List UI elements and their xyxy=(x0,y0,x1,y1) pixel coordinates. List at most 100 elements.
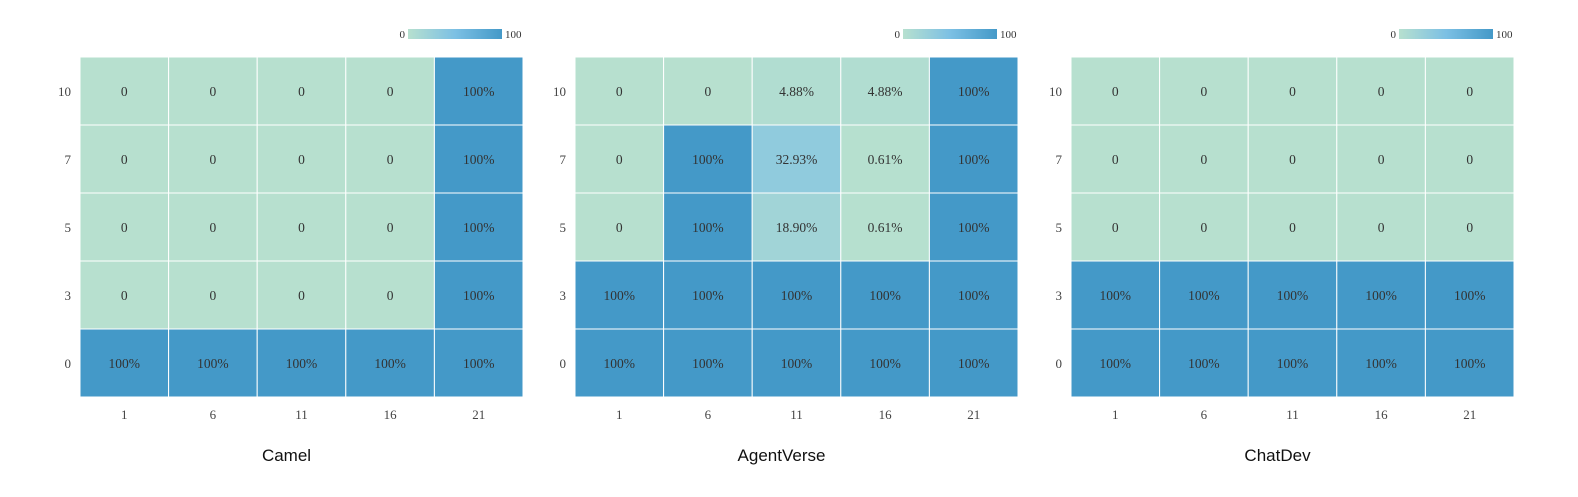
x-tick-label: 6 xyxy=(210,407,217,422)
y-tick-label: 10 xyxy=(58,84,71,99)
cell-value-label: 100% xyxy=(692,288,724,303)
cell-value-label: 0 xyxy=(1112,220,1119,235)
cell-value-label: 100% xyxy=(781,288,813,303)
cell-value-label: 0 xyxy=(1201,220,1208,235)
cell-value-label: 0 xyxy=(387,288,394,303)
cell-value-label: 100% xyxy=(463,84,495,99)
heatmap-cell xyxy=(79,56,170,126)
cell-value-label: 100% xyxy=(109,356,141,371)
y-tick-label: 0 xyxy=(1056,356,1063,371)
heatmap-cell xyxy=(1247,56,1338,126)
cell-value-label: 0 xyxy=(1112,84,1119,99)
heatmap-cell xyxy=(1070,56,1161,126)
heatmap-cell xyxy=(345,56,435,126)
colorbar-max-label: 100 xyxy=(1496,29,1513,41)
cell-value-label: 0 xyxy=(1201,84,1208,99)
y-tick-label: 7 xyxy=(1056,152,1063,167)
heatmap-cell xyxy=(751,56,842,126)
cell-value-label: 100% xyxy=(958,356,990,371)
cell-value-label: 4.88% xyxy=(779,84,814,99)
heatmap-cell xyxy=(1070,328,1161,398)
cell-value-label: 0 xyxy=(298,84,305,99)
heatmap-cell xyxy=(345,192,435,262)
heatmap-cell xyxy=(1070,260,1161,330)
cell-value-label: 0 xyxy=(387,152,394,167)
x-tick-label: 21 xyxy=(472,407,485,422)
heatmap-cell xyxy=(1336,124,1426,194)
cell-value-label: 100% xyxy=(1188,288,1220,303)
x-tick-label: 1 xyxy=(1112,407,1119,422)
cell-value-label: 0 xyxy=(298,288,305,303)
cell-value-label: 100% xyxy=(1365,288,1397,303)
y-tick-label: 3 xyxy=(65,288,72,303)
y-tick-label: 3 xyxy=(1056,288,1063,303)
x-tick-label: 21 xyxy=(967,407,980,422)
heatmap-cell xyxy=(1424,56,1515,126)
y-tick-label: 10 xyxy=(553,84,566,99)
heatmap-cell xyxy=(1159,260,1249,330)
heatmap-cell xyxy=(1424,260,1515,330)
heatmap-cell xyxy=(574,192,665,262)
x-tick-label: 11 xyxy=(790,407,803,422)
cell-value-label: 100% xyxy=(692,152,724,167)
cell-value-label: 0 xyxy=(1289,220,1296,235)
heatmap-cell xyxy=(168,260,258,330)
heatmap-cell xyxy=(928,192,1019,262)
panel-title: Camel xyxy=(262,446,311,465)
heatmap-cell xyxy=(345,260,435,330)
heatmap-cell xyxy=(1336,328,1426,398)
heatmap-cell xyxy=(663,260,753,330)
cell-value-label: 100% xyxy=(1100,288,1132,303)
cell-value-label: 100% xyxy=(463,288,495,303)
cell-value-label: 0 xyxy=(298,152,305,167)
x-tick-label: 11 xyxy=(295,407,308,422)
y-tick-label: 5 xyxy=(560,220,567,235)
colorbar-max-label: 100 xyxy=(1000,29,1017,41)
x-tick-label: 6 xyxy=(705,407,712,422)
heatmap-cell xyxy=(1336,192,1426,262)
x-tick-label: 16 xyxy=(384,407,398,422)
cell-value-label: 100% xyxy=(958,220,990,235)
heatmap-cell xyxy=(256,124,347,194)
heatmap-cell xyxy=(663,328,753,398)
cell-value-label: 100% xyxy=(1100,356,1132,371)
colorbar-min-label: 0 xyxy=(895,29,901,41)
heatmap-cell xyxy=(840,56,930,126)
colorbar-min-label: 0 xyxy=(1391,29,1397,41)
heatmap-cell xyxy=(663,192,753,262)
heatmap-cell xyxy=(1247,328,1338,398)
x-tick-label: 6 xyxy=(1201,407,1208,422)
heatmap-cell xyxy=(1336,260,1426,330)
y-tick-label: 5 xyxy=(1056,220,1063,235)
heatmap-cell xyxy=(256,192,347,262)
cell-value-label: 0 xyxy=(616,152,623,167)
cell-value-label: 100% xyxy=(869,288,901,303)
cell-value-label: 100% xyxy=(1365,356,1397,371)
cell-value-label: 0 xyxy=(616,84,623,99)
y-tick-label: 7 xyxy=(560,152,567,167)
cell-value-label: 0 xyxy=(1378,152,1385,167)
heatmap-cell xyxy=(433,328,524,398)
cell-value-label: 0 xyxy=(1289,84,1296,99)
cell-value-label: 100% xyxy=(692,356,724,371)
cell-value-label: 4.88% xyxy=(868,84,903,99)
cell-value-label: 0 xyxy=(705,84,712,99)
cell-value-label: 0 xyxy=(387,220,394,235)
cell-value-label: 100% xyxy=(958,288,990,303)
cell-value-label: 100% xyxy=(197,356,229,371)
heatmap-cell xyxy=(433,260,524,330)
cell-value-label: 100% xyxy=(958,84,990,99)
heatmap-cell xyxy=(574,124,665,194)
heatmap-cell xyxy=(928,260,1019,330)
cell-value-label: 0 xyxy=(210,220,217,235)
cell-value-label: 100% xyxy=(958,152,990,167)
y-tick-label: 0 xyxy=(65,356,72,371)
cell-value-label: 100% xyxy=(463,220,495,235)
heatmap-cell xyxy=(1424,328,1515,398)
cell-value-label: 0 xyxy=(121,84,128,99)
heatmap-cell xyxy=(663,56,753,126)
cell-value-label: 100% xyxy=(1277,288,1309,303)
heatmap-cell xyxy=(1424,192,1515,262)
heatmap-cell xyxy=(79,260,170,330)
colorbar-min-label: 0 xyxy=(400,29,406,41)
